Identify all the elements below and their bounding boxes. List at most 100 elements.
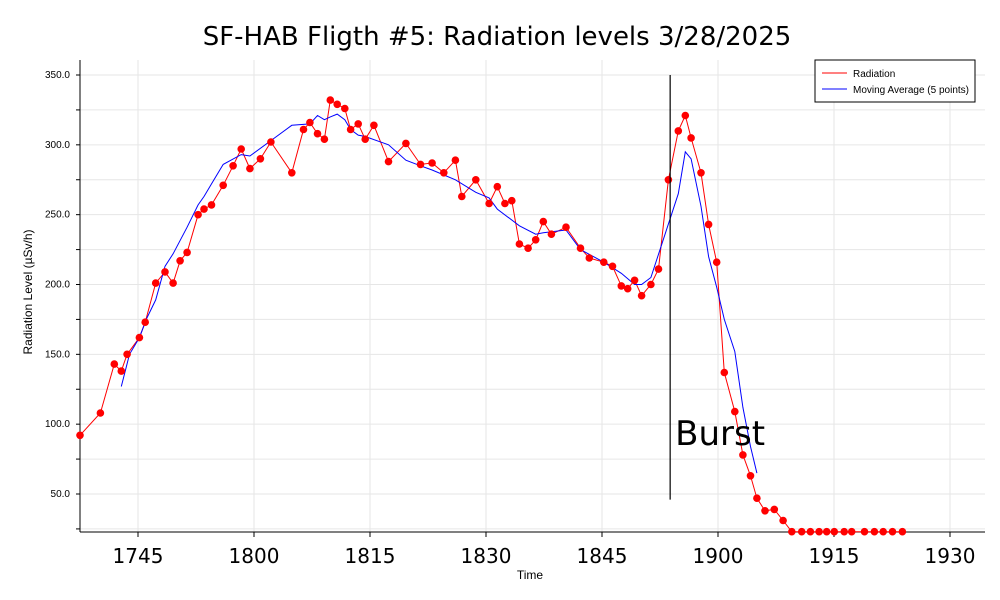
radiation-point	[687, 134, 695, 142]
radiation-point	[472, 176, 480, 184]
radiation-point	[246, 164, 254, 173]
radiation-point	[739, 451, 747, 459]
radiation-point	[562, 223, 570, 231]
radiation-point	[176, 257, 184, 265]
radiation-point	[288, 169, 296, 177]
radiation-point	[608, 262, 617, 271]
radiation-point	[123, 350, 131, 359]
radiation-point	[898, 527, 907, 536]
radiation-point	[141, 318, 149, 327]
radiation-point	[341, 104, 349, 113]
radiation-point	[493, 182, 502, 191]
radiation-point	[712, 258, 721, 267]
x-tick-label: 1745	[113, 544, 164, 568]
x-tick-label: 1815	[345, 544, 396, 568]
y-tick-label: 100.0	[45, 419, 70, 430]
radiation-point	[451, 156, 460, 164]
radiation-point	[306, 118, 314, 127]
radiation-point	[547, 230, 556, 238]
y-tick-label: 250.0	[45, 210, 70, 221]
radiation-point	[384, 157, 393, 166]
radiation-point	[370, 121, 378, 130]
radiation-point	[169, 279, 177, 287]
radiation-point	[524, 244, 532, 252]
radiation-point	[797, 527, 806, 536]
x-tick-label: 1830	[461, 544, 512, 568]
radiation-point	[779, 516, 787, 525]
radiation-point	[313, 129, 322, 138]
radiation-point	[229, 162, 237, 170]
radiation-point	[508, 196, 516, 205]
radiation-point	[161, 268, 169, 276]
legend-box	[814, 59, 976, 103]
legend: Radiation Moving Average (5 points)	[814, 59, 976, 103]
radiation-point	[576, 244, 585, 252]
y-tick-label: 200.0	[45, 280, 70, 291]
radiation-point	[647, 280, 655, 289]
x-axis-label: Time	[517, 568, 544, 582]
radiation-point	[326, 96, 335, 104]
radiation-point	[354, 120, 363, 128]
y-tick-label: 350.0	[45, 70, 70, 81]
radiation-point	[501, 199, 509, 208]
radiation-point	[333, 100, 342, 109]
radiation-point	[617, 282, 626, 290]
radiation-point	[96, 409, 105, 417]
radiation-point	[458, 192, 466, 201]
x-ticks: 1745 1800 1815 1830 1845 1900 1915 1930	[113, 532, 976, 568]
radiation-point	[402, 139, 410, 148]
series-line-moving-average	[120, 113, 758, 474]
radiation-point	[840, 527, 848, 536]
radiation-point	[346, 125, 355, 134]
radiation-point	[704, 220, 713, 229]
legend-label-moving-average: Moving Average (5 points)	[853, 85, 969, 96]
legend-label-radiation: Radiation	[853, 69, 895, 80]
radiation-point	[637, 291, 646, 300]
radiation-point	[847, 527, 856, 536]
radiation-point	[830, 527, 839, 536]
radiation-point	[600, 258, 608, 267]
radiation-point	[654, 265, 663, 273]
radiation-point	[207, 201, 216, 209]
series-layer	[76, 96, 907, 536]
x-tick-label: 1915	[809, 544, 860, 568]
radiation-point	[753, 494, 761, 503]
chart-title: SF-HAB Fligth #5: Radiation levels 3/28/…	[203, 22, 792, 52]
y-tick-label: 300.0	[45, 140, 70, 151]
x-tick-label: 1930	[925, 544, 976, 568]
x-tick-label: 1800	[229, 544, 280, 568]
burst-label: Burst	[675, 414, 765, 454]
radiation-point	[183, 248, 191, 257]
y-ticks: 50.0 100.0 150.0 200.0 250.0 300.0 350.0	[45, 70, 80, 530]
y-tick-label: 150.0	[45, 349, 70, 360]
annotations: Burst	[669, 75, 765, 500]
radiation-point	[623, 284, 632, 293]
y-axis-label: Radiation Level (µSv/h)	[21, 230, 35, 355]
radiation-point	[888, 527, 897, 536]
radiation-point	[219, 181, 227, 190]
radiation-point	[320, 135, 329, 143]
radiation-point	[151, 279, 160, 287]
radiation-point	[539, 217, 548, 226]
radiation-point	[806, 527, 815, 536]
radiation-point	[761, 507, 769, 515]
radiation-point	[110, 360, 119, 368]
radiation-point	[237, 145, 245, 153]
radiation-point	[674, 127, 683, 135]
radiation-point	[299, 125, 308, 134]
x-tick-label: 1900	[693, 544, 744, 568]
radiation-point	[200, 205, 208, 213]
radiation-point	[256, 155, 265, 163]
radiation-point	[416, 160, 425, 169]
radiation-point	[440, 169, 448, 177]
radiation-point	[746, 472, 755, 480]
radiation-point	[585, 254, 594, 262]
radiation-point	[135, 333, 144, 342]
radiation-point	[267, 138, 275, 146]
radiation-point	[515, 240, 524, 248]
radiation-point	[731, 407, 739, 416]
radiation-point	[720, 368, 729, 377]
x-tick-label: 1845	[577, 544, 628, 568]
radiation-point	[822, 527, 831, 536]
